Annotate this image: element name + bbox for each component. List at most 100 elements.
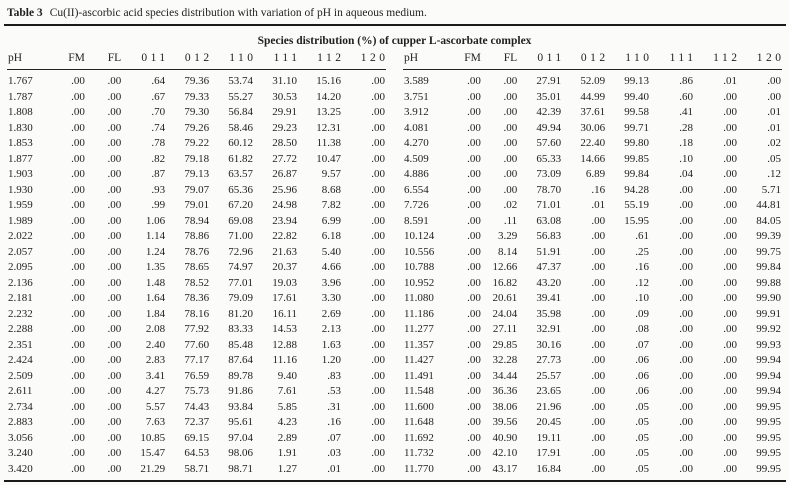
value-cell: 9.40	[277, 369, 297, 382]
table-row: 2.883 .00 .00 7.63 72.37 95.61 4.23 .16 .00	[7, 415, 386, 431]
value-cell: .00	[591, 462, 606, 475]
value-cell: .00	[723, 431, 737, 444]
value-cell: .09	[635, 307, 650, 320]
value-cell: .00	[107, 462, 122, 475]
ph-cell: 11.692	[404, 431, 434, 444]
value-cell: .00	[679, 307, 693, 320]
table-row: 3.751 .00 .00 35.01 44.99 99.40 .60 .00 .00	[403, 90, 782, 106]
value-cell: .03	[327, 447, 341, 459]
value-cell: 65.36	[228, 183, 254, 196]
value-cell: .00	[591, 385, 606, 397]
value-cell: 14.20	[316, 90, 341, 103]
value-cell: 6.18	[321, 230, 341, 242]
value-cell: .00	[107, 245, 122, 258]
value-cell: 79.30	[184, 106, 210, 118]
value-cell: 99.80	[624, 137, 650, 149]
value-cell: .00	[591, 245, 606, 258]
value-cell: .00	[591, 214, 606, 227]
value-cell: 16.82	[492, 276, 518, 289]
value-cell: .61	[635, 230, 650, 242]
value-cell: 11.16	[272, 354, 297, 366]
value-cell: 25.57	[536, 369, 562, 382]
table-row: 4.509 .00 .00 65.33 14.66 99.85 .10 .00 .05	[403, 152, 782, 168]
table-row: 7.726 .00 .02 71.01 .01 55.19 .00 .00 44.81	[403, 198, 782, 214]
value-cell: 42.10	[492, 447, 518, 459]
value-cell: 21.96	[536, 400, 562, 413]
value-cell: .00	[723, 121, 737, 134]
value-cell: .00	[107, 385, 122, 397]
value-cell: 4.27	[145, 385, 166, 397]
value-cell: 78.70	[536, 183, 562, 196]
value-cell: .16	[591, 183, 606, 196]
table-row: 3.056 .00 .00 10.85 69.15 97.04 2.89 .07 .00	[7, 431, 386, 447]
value-cell: .00	[503, 90, 518, 103]
value-cell: 36.36	[492, 385, 518, 397]
value-cell: .53	[327, 385, 341, 397]
value-cell: 27.11	[492, 323, 518, 335]
column-header-FM: FM	[49, 52, 86, 70]
value-cell: .00	[71, 230, 85, 242]
value-cell: .00	[71, 462, 85, 475]
value-cell: 67.20	[228, 199, 254, 211]
value-cell: .00	[679, 462, 693, 475]
value-cell: 5.71	[761, 183, 781, 196]
value-cell: .00	[467, 369, 481, 382]
table-row: 2.351 .00 .00 2.40 77.60 85.48 12.88 1.63 .00	[7, 338, 386, 354]
value-cell: 99.71	[624, 121, 650, 134]
value-cell: 15.16	[316, 75, 341, 87]
value-cell: .00	[467, 230, 481, 242]
value-cell: .01	[767, 106, 781, 118]
value-cell: 3.96	[321, 276, 341, 289]
value-cell: 99.95	[756, 447, 781, 459]
table-title-caption: Cu(II)-ascorbic acid species distributio…	[49, 7, 427, 19]
ph-cell: 11.770	[404, 462, 434, 475]
table-row: 1.930 .00 .00 .93 79.07 65.36 25.96 8.68 .00	[7, 183, 386, 199]
value-cell: 19.03	[272, 276, 297, 289]
ph-cell: 2.181	[8, 292, 33, 304]
ph-cell: 8.591	[404, 214, 429, 227]
ph-cell: 2.232	[8, 307, 33, 320]
value-cell: .00	[723, 385, 737, 397]
value-cell: .00	[371, 416, 385, 428]
table-row: 11.548 .00 36.36 23.65 .00 .06 .00 .00 99.94	[403, 384, 782, 400]
value-cell: 63.08	[536, 214, 562, 227]
value-cell: .00	[467, 183, 481, 196]
column-header-112: 112	[694, 52, 738, 70]
value-cell: 2.40	[145, 338, 166, 351]
value-cell: 24.04	[492, 307, 518, 320]
value-cell: .67	[151, 90, 166, 103]
value-cell: 15.47	[140, 447, 166, 459]
table-row: 2.057 .00 .00 1.24 78.76 72.96 21.63 5.40 .00	[7, 245, 386, 261]
value-cell: .00	[591, 431, 606, 444]
ph-cell: 10.788	[404, 261, 435, 273]
value-cell: .87	[151, 168, 166, 180]
value-cell: 19.11	[536, 431, 562, 444]
value-cell: .00	[371, 338, 385, 351]
table-row: 1.989 .00 .00 1.06 78.94 69.08 23.94 6.99 .00	[7, 214, 386, 230]
value-cell: 78.16	[184, 307, 210, 320]
value-cell: .00	[371, 152, 385, 165]
value-cell: 78.52	[184, 276, 210, 289]
value-cell: .00	[591, 323, 606, 335]
value-cell: .78	[151, 137, 166, 149]
value-cell: .00	[767, 90, 781, 103]
value-cell: .31	[327, 400, 341, 413]
value-cell: 63.57	[228, 168, 254, 180]
value-cell: .08	[635, 323, 650, 335]
column-header-pH: pH	[403, 52, 446, 70]
value-cell: .00	[591, 276, 606, 289]
value-cell: .05	[635, 400, 650, 413]
value-cell: .00	[71, 416, 85, 428]
ph-cell: 2.136	[8, 276, 33, 289]
ph-cell: 4.270	[404, 137, 429, 149]
value-cell: 58.71	[184, 462, 210, 475]
value-cell: 47.37	[536, 261, 562, 273]
value-cell: 53.74	[228, 75, 254, 87]
value-cell: .00	[371, 431, 385, 444]
value-cell: 28.50	[272, 137, 297, 149]
value-cell: 95.61	[228, 416, 254, 428]
ph-cell: 3.240	[8, 447, 33, 459]
species-distribution-header: Species distribution (%) of cupper L-asc…	[257, 35, 532, 47]
value-cell: .00	[107, 90, 122, 103]
ph-cell: 4.509	[404, 152, 429, 165]
